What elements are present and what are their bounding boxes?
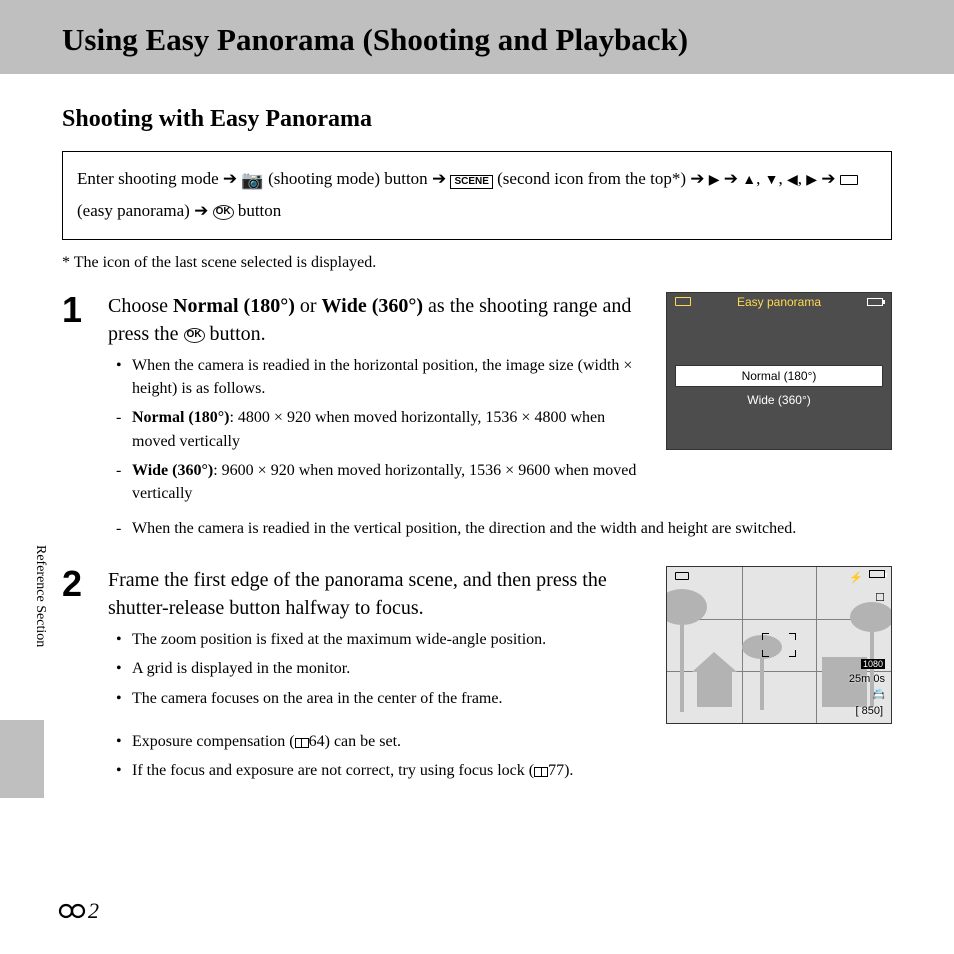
shot-count: [ 850] <box>855 705 883 717</box>
nav-text: (shooting mode) button <box>268 169 428 188</box>
list-text: The camera focuses on the area in the ce… <box>132 687 502 710</box>
list-text: Normal (180°): 4800 × 920 when moved hor… <box>132 406 652 452</box>
flash-icon: ⚡ <box>849 571 863 584</box>
nav-text: Enter shooting mode <box>77 169 219 188</box>
option-normal: Normal (180°) <box>675 365 883 387</box>
panorama-icon <box>840 175 858 185</box>
section-title: Shooting with Easy Panorama <box>62 106 892 133</box>
dash-icon: - <box>116 517 124 540</box>
scene-icon: SCENE <box>450 175 492 189</box>
page-header: Using Easy Panorama (Shooting and Playba… <box>0 0 954 74</box>
bullet-icon: • <box>116 628 124 651</box>
triangle-right-icon: ▶ <box>709 173 720 188</box>
footnote: * The icon of the last scene selected is… <box>62 254 892 272</box>
diagram-title: Easy panorama <box>737 295 821 309</box>
nav-text: button <box>238 201 281 220</box>
dash-icon: - <box>116 459 124 505</box>
option-wide: Wide (360°) <box>675 390 883 410</box>
page-number: 2 <box>58 898 99 924</box>
list-text: When the camera is readied in the vertic… <box>132 517 796 540</box>
battery-icon <box>867 298 883 306</box>
triangle-up-icon: ▲ <box>742 173 756 188</box>
nav-text: (second icon from the top*) <box>497 169 686 188</box>
sd-icon: 📇 <box>873 689 885 700</box>
step-list: • The zoom position is fixed at the maxim… <box>108 628 652 710</box>
step-heading: Frame the first edge of the panorama sce… <box>108 566 652 710</box>
camera-screen-diagram-2: ⚡ ☐ 1080 25m 0s 📇 [ 850] <box>666 566 892 724</box>
step-number: 2 <box>62 566 96 782</box>
step-list: •When the camera is readied in the horiz… <box>108 354 652 505</box>
bullet-icon: • <box>116 687 124 710</box>
sidebar-section-label: Reference Section <box>32 545 48 647</box>
step-heading: Choose Normal (180°) or Wide (360°) as t… <box>108 292 652 505</box>
bullet-icon: • <box>116 730 124 753</box>
arrow-right-icon: ➔ <box>432 169 446 188</box>
arrow-right-icon: ➔ <box>821 169 835 188</box>
list-text: Exposure compensation (64) can be set. <box>132 730 401 753</box>
arrow-right-icon: ➔ <box>194 201 208 220</box>
bullet-icon: • <box>116 354 124 400</box>
vr-icon: ☐ <box>875 591 885 604</box>
triangle-right-icon: ▶ <box>806 173 817 188</box>
nav-text: (easy panorama) <box>77 201 190 220</box>
link-icon <box>58 902 86 920</box>
panorama-icon <box>675 297 691 306</box>
content: Shooting with Easy Panorama Enter shooti… <box>0 74 954 783</box>
battery-icon <box>869 569 885 581</box>
step-1: 1 Choose Normal (180°) or Wide (360°) as… <box>62 292 892 540</box>
step-number: 1 <box>62 292 96 540</box>
list-text: The zoom position is fixed at the maximu… <box>132 628 546 651</box>
camera-screen-diagram-1: Easy panorama Normal (180°) Wide (360°) <box>666 292 892 450</box>
ok-icon: OK <box>184 328 205 343</box>
panorama-icon <box>675 571 689 583</box>
focus-bracket-icon <box>762 633 796 657</box>
book-icon <box>534 767 548 777</box>
list-text: Wide (360°): 9600 × 920 when moved horiz… <box>132 459 652 505</box>
triangle-down-icon: ▼ <box>765 173 779 188</box>
list-text: If the focus and exposure are not correc… <box>132 759 573 782</box>
list-text: A grid is displayed in the monitor. <box>132 657 350 680</box>
navigation-path: Enter shooting mode ➔ 📷 (shooting mode) … <box>62 151 892 240</box>
dash-icon: - <box>116 406 124 452</box>
main-title: Using Easy Panorama (Shooting and Playba… <box>0 22 954 58</box>
resolution-badge: 1080 <box>861 659 885 669</box>
arrow-right-icon: ➔ <box>223 169 237 188</box>
triangle-left-icon: ◀ <box>787 173 798 188</box>
bullet-icon: • <box>116 657 124 680</box>
time-remaining: 25m 0s <box>849 673 885 685</box>
ok-icon: OK <box>213 205 234 220</box>
arrow-right-icon: ➔ <box>690 169 704 188</box>
sidebar-tab <box>0 720 44 798</box>
bullet-icon: • <box>116 759 124 782</box>
arrow-right-icon: ➔ <box>724 169 738 188</box>
step-2: 2 Frame the first edge of the panorama s… <box>62 566 892 782</box>
camera-icon: 📷 <box>241 170 263 190</box>
step-list: •Exposure compensation (64) can be set. … <box>108 730 892 782</box>
book-icon <box>295 738 309 748</box>
list-text: When the camera is readied in the horizo… <box>132 354 652 400</box>
step-list: -When the camera is readied in the verti… <box>108 517 892 540</box>
